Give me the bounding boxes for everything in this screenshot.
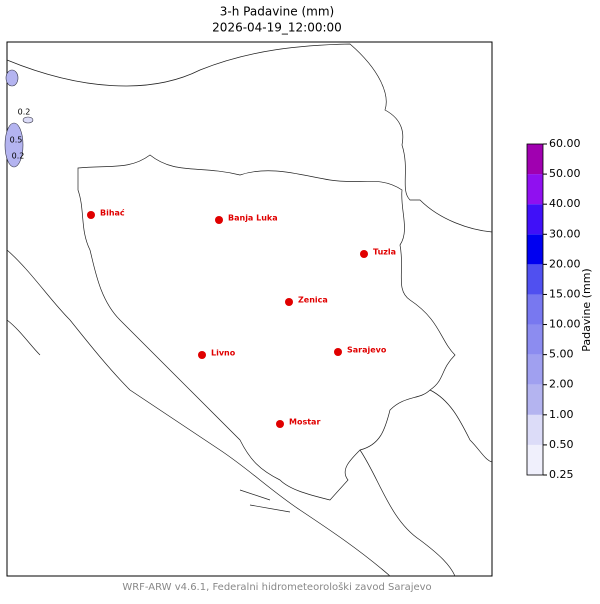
- city-marker: [334, 348, 342, 356]
- colorbar-band: [527, 174, 543, 205]
- colorbar-band: [527, 204, 543, 235]
- colorbar-tick-label: 1.00: [549, 408, 574, 421]
- colorbar-tick-label: 20.00: [549, 257, 581, 270]
- precip-area: [5, 69, 19, 87]
- contour-label: 0.2: [18, 108, 31, 117]
- city-label: Zenica: [298, 296, 328, 305]
- colorbar-band: [527, 144, 543, 175]
- city-marker: [198, 351, 206, 359]
- precip-patches: [4, 69, 34, 168]
- city-marker: [276, 420, 284, 428]
- colorbar: 0.25 0.50 1.00 2.00 5.00 10.00 15.00 20.00 30.00…: [526, 137, 581, 481]
- precip-area: [22, 116, 34, 124]
- contour-labels: 0.2 0.5 0.2: [10, 108, 31, 161]
- city-marker: [360, 250, 368, 258]
- title: 3-h Padavine (mm): [220, 5, 334, 19]
- cities: Bihać Banja Luka Tuzla Zenica Livno Sarajevo M…: [87, 208, 396, 428]
- contour-label: 0.5: [10, 136, 23, 145]
- colorbar-band: [527, 294, 543, 325]
- subtitle: 2026-04-19_12:00:00: [212, 21, 342, 35]
- colorbar-tick-label: 30.00: [549, 227, 581, 240]
- colorbar-tick-label: 10.00: [549, 318, 581, 331]
- city-label: Mostar: [289, 418, 320, 427]
- colorbar-label: Padavine (mm): [580, 268, 593, 351]
- colorbar-band: [527, 354, 543, 385]
- precip-area: [4, 122, 24, 168]
- colorbar-tick-label: 0.25: [549, 468, 574, 481]
- colorbar-tick-label: 60.00: [549, 137, 581, 150]
- colorbar-band: [527, 384, 543, 415]
- contour-label: 0.2: [12, 152, 25, 161]
- city-marker: [215, 216, 223, 224]
- colorbar-tick-label: 40.00: [549, 197, 581, 210]
- footer: WRF-ARW v4.6.1, Federalni hidrometeorolo…: [122, 581, 431, 593]
- colorbar-tick-label: 50.00: [549, 167, 581, 180]
- city-label: Livno: [211, 349, 236, 358]
- colorbar-tick-label: 2.00: [549, 378, 574, 391]
- city-label: Banja Luka: [228, 214, 278, 223]
- colorbar-tick-label: 0.50: [549, 438, 574, 451]
- colorbar-tick-label: 15.00: [549, 287, 581, 300]
- colorbar-band: [527, 264, 543, 295]
- city-label: Sarajevo: [347, 346, 387, 355]
- colorbar-band: [527, 444, 543, 475]
- city-label: Bihać: [100, 208, 125, 218]
- colorbar-tick-label: 5.00: [549, 348, 574, 361]
- colorbar-band: [527, 234, 543, 265]
- map-frame: [6, 41, 493, 577]
- city-marker: [285, 298, 293, 306]
- colorbar-frame: [526, 143, 544, 476]
- colorbar-band: [527, 324, 543, 355]
- city-label: Tuzla: [373, 248, 396, 257]
- borders: [6, 43, 493, 577]
- colorbar-band: [527, 414, 543, 445]
- city-marker: [87, 211, 95, 219]
